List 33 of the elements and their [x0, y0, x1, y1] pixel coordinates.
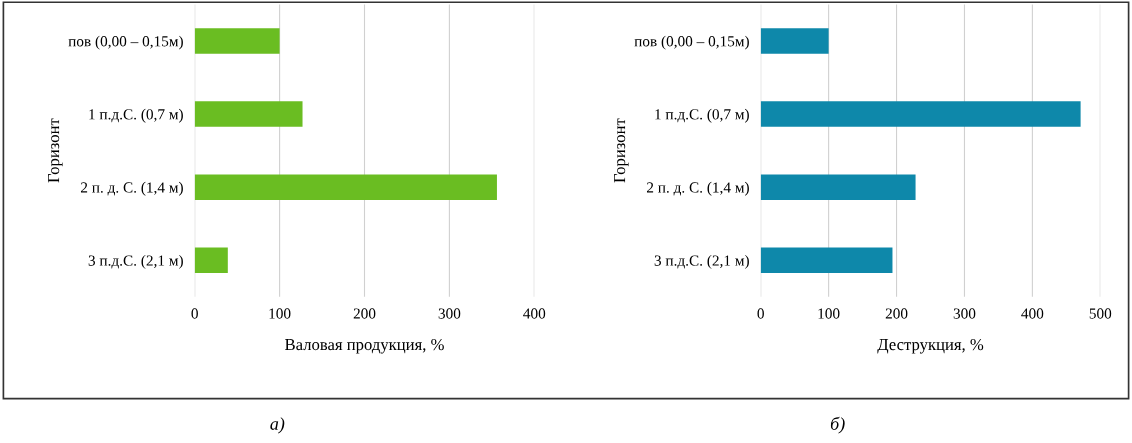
- bar: [194, 247, 228, 274]
- y-tick-label: 3 п.д.С. (2,1 м): [88, 254, 183, 269]
- y-axis-title: Горизонт: [614, 118, 629, 183]
- x-tick-label: 200: [885, 308, 908, 319]
- x-tick-label: 500: [1089, 308, 1112, 319]
- y-tick-label: 2 п. д. С. (1,4 м): [80, 181, 183, 196]
- y-tick-label: пов (0,00 – 0,15м): [68, 35, 183, 50]
- bar: [760, 247, 893, 274]
- x-axis-title: Валовая продукция, %: [285, 338, 444, 354]
- text: б): [830, 416, 845, 434]
- x-axis-title: Деструкция, %: [877, 338, 984, 354]
- y-tick-label: пов (0,00 – 0,15м): [634, 35, 749, 50]
- y-tick-label: 2 п. д. С. (1,4 м): [646, 181, 749, 196]
- x-tick-label: 300: [953, 308, 976, 319]
- bar: [194, 28, 280, 54]
- y-axis-title: Горизонт: [48, 118, 63, 183]
- x-tick-label: 400: [1021, 308, 1044, 319]
- bar: [760, 28, 829, 54]
- text: а): [270, 417, 285, 434]
- y-tick-label: 3 п.д.С. (2,1 м): [654, 254, 749, 269]
- bar: [194, 174, 497, 200]
- x-tick-label: 100: [818, 308, 840, 319]
- x-tick-label: 100: [269, 308, 291, 319]
- y-tick-label: 1 п.д.С. (0,7 м): [655, 108, 749, 123]
- bar: [194, 101, 303, 127]
- x-tick-label: 400: [523, 308, 546, 319]
- y-tick-label: 1 п.д.С. (0,7 м): [89, 108, 183, 123]
- x-tick-label: 200: [353, 308, 376, 319]
- x-tick-label: 0: [191, 308, 198, 319]
- x-tick-label: 0: [757, 308, 764, 319]
- x-tick-label: 300: [438, 308, 461, 319]
- bar: [760, 174, 916, 200]
- bar: [760, 101, 1081, 127]
